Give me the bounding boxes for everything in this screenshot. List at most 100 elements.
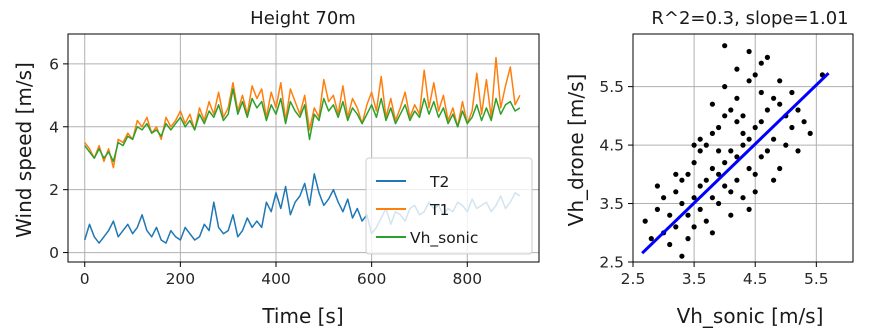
scatter-chart: R^2=0.3, slope=1.01 2.5 3.5 4.5 5.5 2.5 3.5 4.… [564,8,854,328]
scatter-point [728,189,734,195]
left-x-tick-label: 600 [357,270,387,288]
scatter-point [734,66,740,72]
scatter-point [752,189,758,195]
scatter-point [667,241,673,248]
scatter-point [758,119,764,125]
right-x-tick-label: 3.5 [682,270,707,288]
scatter-point [789,89,795,96]
right-y-tick-label: 4.5 [599,137,624,155]
scatter-point [691,160,697,166]
scatter-point [752,72,758,78]
scatter-point [685,171,691,177]
scatter-point [758,154,764,160]
left-y-tick-label: 6 [49,55,59,73]
scatter-point [795,148,801,154]
scatter-point [740,113,746,119]
left-x-tick-label: 0 [80,270,90,288]
left-chart-title: Height 70m [250,8,356,29]
scatter-point [795,107,801,113]
scatter-point [807,130,813,136]
right-plot-frame [632,33,854,263]
scatter-point [691,224,697,230]
scatter-point [703,177,709,183]
scatter-point [709,130,716,136]
scatter-point [716,171,722,177]
scatter-point [679,177,685,183]
scatter-point [801,119,807,125]
scatter-point [771,136,777,142]
left-plot-frame [67,33,540,263]
scatter-point [734,119,740,125]
right-grid [632,34,853,263]
scatter-point [777,101,783,107]
scatter-point [716,124,722,131]
scatter-point [654,206,661,212]
scatter-point [722,183,728,189]
scatter-point [697,183,703,189]
scatter-point [716,148,722,154]
time-series-chart: Height 70m 0 200 400 600 800 0 2 4 6 Time [s] Wi… [12,8,540,328]
right-ticks: 2.5 3.5 4.5 5.5 2.5 3.5 4.5 5.5 [599,78,828,288]
legend: T2 T1 Vh_sonic [365,157,533,255]
scatter-point [746,78,752,84]
scatter-point [752,171,758,177]
scatter-point [728,212,734,218]
scatter-point [734,177,740,183]
scatter-point [740,142,746,148]
scatter-point [734,154,740,160]
left-y-tick-label: 2 [49,181,59,199]
scatter-point [752,124,758,131]
scatter-point [783,142,789,148]
scatter-point [697,206,703,212]
scatter-point [771,177,777,183]
scatter-point [685,212,691,218]
left-x-tick-label: 200 [166,270,196,288]
scatter-point [789,124,795,131]
scatter-point [697,148,703,154]
scatter-point [642,218,648,224]
scatter-point [709,195,716,201]
scatter-point [691,142,697,148]
series-line-t1 [84,56,521,169]
scatter-point [722,43,728,49]
left-ticks: 0 200 400 600 800 0 2 4 6 [49,55,482,288]
regression-line [641,72,830,255]
scatter-point [758,89,764,96]
scatter-point [703,218,709,224]
scatter-point [764,107,771,113]
scatter-point [673,224,679,230]
scatter-point [679,253,685,259]
left-x-tick-label: 400 [261,270,291,288]
scatter-point [728,148,734,154]
right-x-axis-label: Vh_sonic [m/s] [677,304,824,328]
scatter-point [728,107,734,113]
right-y-tick-label: 2.5 [599,254,624,272]
left-y-tick-label: 4 [49,118,59,136]
scatter-point [691,195,697,201]
scatter-point [771,95,777,101]
scatter-point [734,95,740,101]
scatter-point [661,195,667,201]
scatter-point [679,200,685,207]
scatter-point [746,206,752,212]
scatter-point [777,78,783,84]
series-line-vh-sonic [84,88,521,163]
left-y-tick-label: 0 [49,244,59,262]
right-points [642,43,826,259]
legend-box [365,157,533,255]
right-y-tick-label: 3.5 [599,195,624,213]
left-y-axis-label: Wind speed [m/s] [12,62,36,238]
scatter-point [709,165,716,172]
legend-label-vh-sonic: Vh_sonic [410,229,478,248]
legend-label-t1: T1 [429,201,449,219]
scatter-point [746,165,752,172]
left-x-axis-label: Time [s] [261,304,343,328]
scatter-point [746,136,752,142]
right-y-tick-label: 5.5 [599,78,624,96]
scatter-point [648,236,654,242]
scatter-point [722,160,728,166]
scatter-point [777,165,783,172]
scatter-point [740,130,746,136]
scatter-point [722,84,728,90]
